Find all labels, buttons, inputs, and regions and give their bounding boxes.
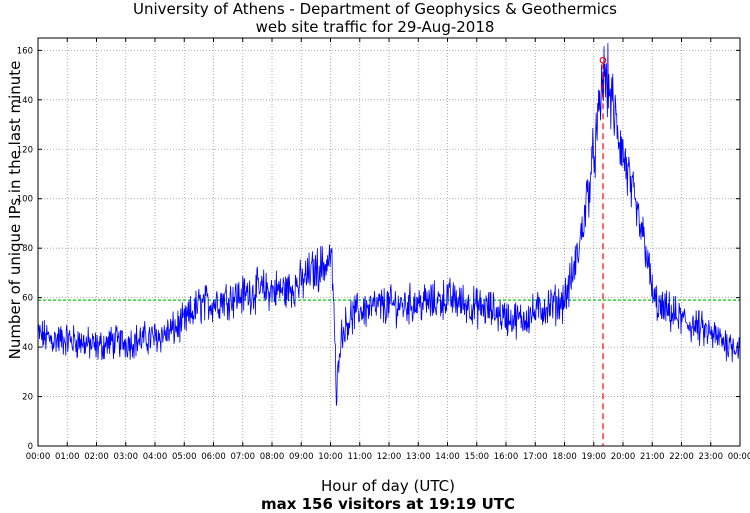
y-axis-ticks: 0 20 40 60 80 100 120 140 160 <box>17 46 740 452</box>
x-tick-label: 02:00 <box>84 452 109 462</box>
x-tick-label: 08:00 <box>260 452 285 462</box>
chart-title: University of Athens - Department of Geo… <box>133 0 617 18</box>
x-tick-label: 20:00 <box>611 452 636 462</box>
x-tick-label: 15:00 <box>465 452 490 462</box>
x-tick-label: 06:00 <box>201 452 226 462</box>
y-tick-label: 0 <box>28 442 33 452</box>
y-tick-label: 20 <box>22 393 33 403</box>
x-tick-label: 11:00 <box>348 452 373 462</box>
x-tick-label: 14:00 <box>435 452 460 462</box>
grid <box>37 38 741 447</box>
x-tick-label: 00:00 <box>26 452 51 462</box>
visitors-line <box>37 43 741 406</box>
x-axis-ticks: 00:00 01:00 02:00 03:00 04:00 05:00 06:00 07:00… <box>26 38 750 462</box>
x-axis-label: Hour of day (UTC) <box>321 477 455 495</box>
x-tick-label: 09:00 <box>289 452 314 462</box>
max-marker-layer <box>599 56 607 446</box>
x-tick-label: 22:00 <box>669 452 694 462</box>
y-tick-label: 120 <box>17 145 33 155</box>
x-tick-label: 03:00 <box>114 452 139 462</box>
max-point-marker <box>599 56 607 64</box>
y-tick-label: 60 <box>22 294 33 304</box>
x-tick-label: 18:00 <box>552 452 577 462</box>
x-tick-label: 19:00 <box>582 452 607 462</box>
y-tick-label: 140 <box>17 96 33 106</box>
x-tick-label: 05:00 <box>172 452 197 462</box>
x-tick-label: 12:00 <box>377 452 402 462</box>
x-tick-label: 17:00 <box>523 452 548 462</box>
y-axis-label: Number of unique IPs in the last minute <box>6 60 24 360</box>
y-tick-label: 100 <box>17 195 33 205</box>
x-tick-label: 00:00 <box>728 452 750 462</box>
x-tick-label: 07:00 <box>231 452 256 462</box>
x-tick-label: 01:00 <box>55 452 80 462</box>
y-tick-label: 160 <box>17 46 33 56</box>
x-tick-label: 13:00 <box>406 452 431 462</box>
max-caption: max 156 visitors at 19:19 UTC <box>260 495 516 513</box>
y-tick-label: 80 <box>22 244 33 254</box>
chart-subtitle: web site traffic for 29-Aug-2018 <box>255 18 495 36</box>
series-layer <box>37 43 741 406</box>
x-tick-label: 23:00 <box>699 452 724 462</box>
x-tick-label: 16:00 <box>494 452 519 462</box>
x-tick-label: 04:00 <box>143 452 168 462</box>
y-tick-label: 40 <box>22 343 33 353</box>
x-tick-label: 21:00 <box>640 452 665 462</box>
x-tick-label: 10:00 <box>318 452 343 462</box>
